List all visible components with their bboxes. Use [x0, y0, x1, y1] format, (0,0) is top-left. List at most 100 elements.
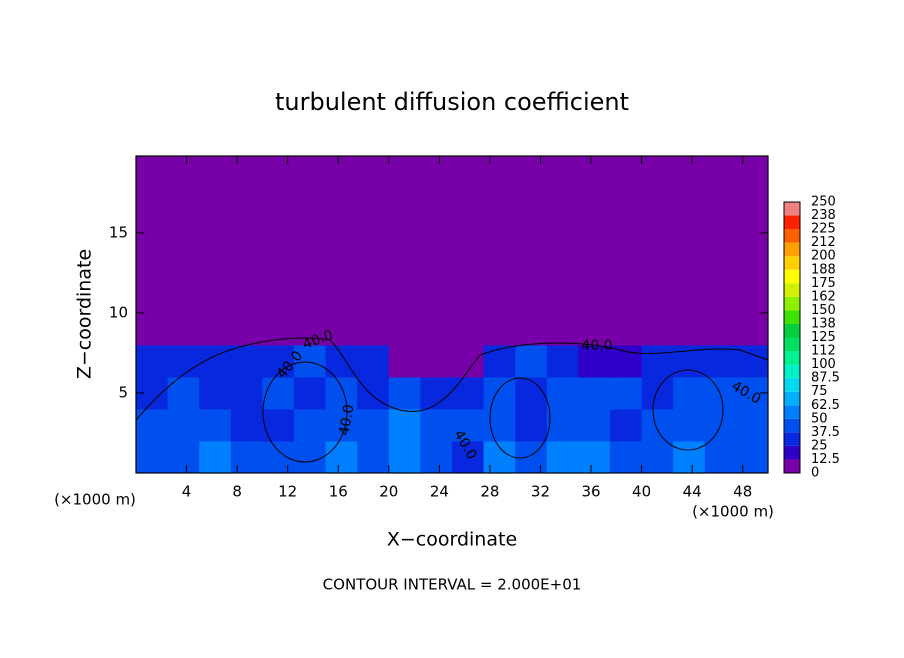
cell	[546, 184, 579, 218]
cell	[136, 248, 169, 282]
cell	[452, 184, 485, 218]
cell	[641, 440, 674, 473]
cell	[736, 184, 768, 218]
cell	[230, 408, 263, 442]
cell	[546, 376, 579, 410]
plot-frame	[135, 155, 769, 474]
cell	[610, 312, 643, 346]
colorbar-swatch	[784, 378, 800, 392]
colorbar-label: 138	[811, 316, 836, 331]
cell	[515, 156, 548, 186]
x-tick-label: 4	[182, 483, 192, 501]
cell	[294, 248, 327, 282]
cell	[167, 248, 200, 282]
colorbar-label: 150	[811, 303, 836, 318]
x-tick-label: 44	[683, 483, 702, 501]
cell	[452, 216, 485, 250]
cell	[199, 156, 232, 186]
cell	[736, 344, 768, 378]
cell	[388, 344, 421, 378]
cell	[136, 156, 169, 186]
cell	[199, 184, 232, 218]
cell	[262, 408, 295, 442]
cell	[546, 280, 579, 314]
cell	[673, 376, 706, 410]
cell	[167, 156, 200, 186]
cell	[704, 248, 737, 282]
cell	[262, 216, 295, 250]
cell	[199, 408, 232, 442]
cell	[388, 376, 421, 410]
cell	[736, 312, 768, 346]
cell	[230, 440, 263, 473]
cell	[388, 312, 421, 346]
footnote: CONTOUR INTERVAL = 2.000E+01	[323, 576, 582, 594]
cell	[704, 312, 737, 346]
colorbar-swatch	[784, 323, 800, 338]
colorbar-swatch	[784, 351, 800, 365]
colorbar-swatch	[784, 256, 800, 270]
colorbar-swatch	[784, 296, 800, 311]
y-tick-label: 15	[109, 223, 128, 241]
x-tick-label: 48	[733, 483, 752, 501]
x-tick-label: 40	[632, 483, 651, 501]
cell	[199, 376, 232, 410]
cell	[546, 248, 579, 282]
colorbar-swatch	[784, 283, 800, 297]
cell	[388, 184, 421, 218]
cell	[641, 312, 674, 346]
x-tick-label: 16	[329, 483, 348, 501]
cell	[420, 440, 453, 473]
y-unit: (×1000 m)	[54, 491, 136, 509]
y-tick-label: 5	[118, 383, 128, 401]
cell	[452, 344, 485, 378]
colorbar-swatch	[784, 364, 800, 379]
cell	[167, 184, 200, 218]
cell	[673, 440, 706, 473]
cell	[610, 216, 643, 250]
cell	[578, 376, 611, 410]
cell	[578, 184, 611, 218]
x-tick-label: 24	[430, 483, 449, 501]
colorbar-label: 188	[811, 262, 836, 277]
cell	[515, 376, 548, 410]
cell	[325, 440, 358, 473]
cell	[610, 376, 643, 410]
cell	[452, 156, 485, 186]
colorbar-label: 87.5	[811, 371, 840, 386]
x-tick-label: 32	[531, 483, 550, 501]
cell	[610, 248, 643, 282]
cell	[357, 376, 390, 410]
cell	[546, 440, 579, 473]
cell	[420, 248, 453, 282]
cell	[578, 408, 611, 442]
cell	[230, 216, 263, 250]
cell	[199, 248, 232, 282]
cell	[704, 344, 737, 378]
colorbar-label: 200	[811, 249, 836, 264]
cell	[325, 184, 358, 218]
cell	[230, 156, 263, 186]
cell	[578, 156, 611, 186]
cell	[515, 344, 548, 378]
cell	[452, 408, 485, 442]
cell	[610, 440, 643, 473]
cell	[641, 184, 674, 218]
cell	[420, 156, 453, 186]
colorbar-label: 212	[811, 235, 836, 250]
cell	[262, 156, 295, 186]
contour-line	[652, 369, 724, 451]
cell	[262, 184, 295, 218]
colorbar-swatch	[784, 215, 800, 230]
cell	[357, 312, 390, 346]
colorbar-label: 238	[811, 208, 836, 223]
cell	[483, 280, 516, 314]
contour-label: 40.0	[336, 403, 357, 436]
x-tick-label: 28	[480, 483, 499, 501]
cell	[136, 312, 169, 346]
cell	[452, 280, 485, 314]
cell	[641, 216, 674, 250]
cell	[483, 440, 516, 473]
cell	[515, 312, 548, 346]
